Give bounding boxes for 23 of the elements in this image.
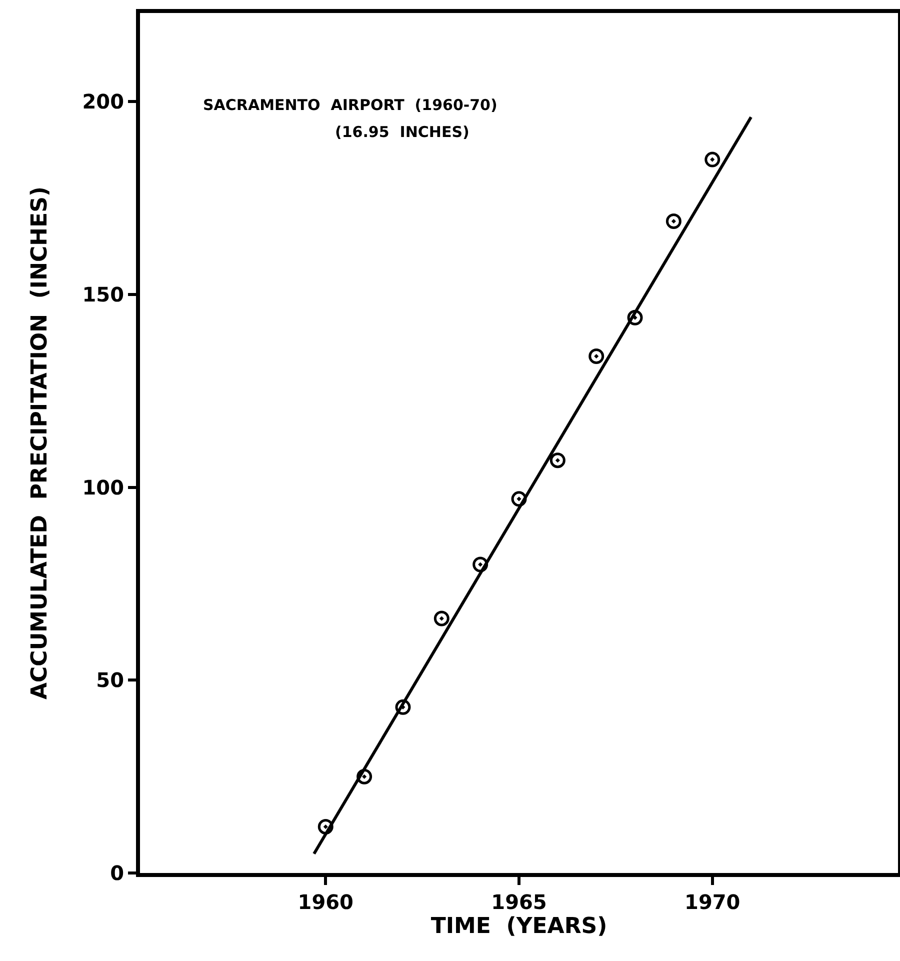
y-tick-label: 50: [96, 668, 124, 692]
point: [627, 310, 643, 326]
x-tick-label: 1970: [684, 890, 740, 914]
annotation: SACRAMENTO AIRPORT (1960-70): [203, 96, 498, 114]
y-tick-label: 200: [82, 90, 124, 114]
point: [356, 768, 372, 784]
point: [666, 214, 682, 229]
y-tick-label: 100: [82, 475, 124, 500]
x-tick-label: 1965: [491, 890, 547, 914]
x-axis-title: TIME (YEARS): [430, 914, 608, 939]
y-axis-title: ACCUMULATED PRECIPITATION (INCHES): [28, 186, 53, 700]
point: [550, 452, 566, 468]
y-tick-label: 0: [110, 861, 124, 885]
x-tick-label: 1960: [298, 890, 354, 914]
point: [318, 818, 334, 834]
point: [434, 610, 450, 626]
annotation: (16.95 INCHES): [335, 123, 470, 141]
point: [588, 348, 604, 364]
point: [395, 699, 411, 715]
point: [704, 152, 720, 168]
y-tick-label: 150: [82, 282, 124, 307]
point: [511, 491, 527, 507]
point: [472, 556, 488, 572]
